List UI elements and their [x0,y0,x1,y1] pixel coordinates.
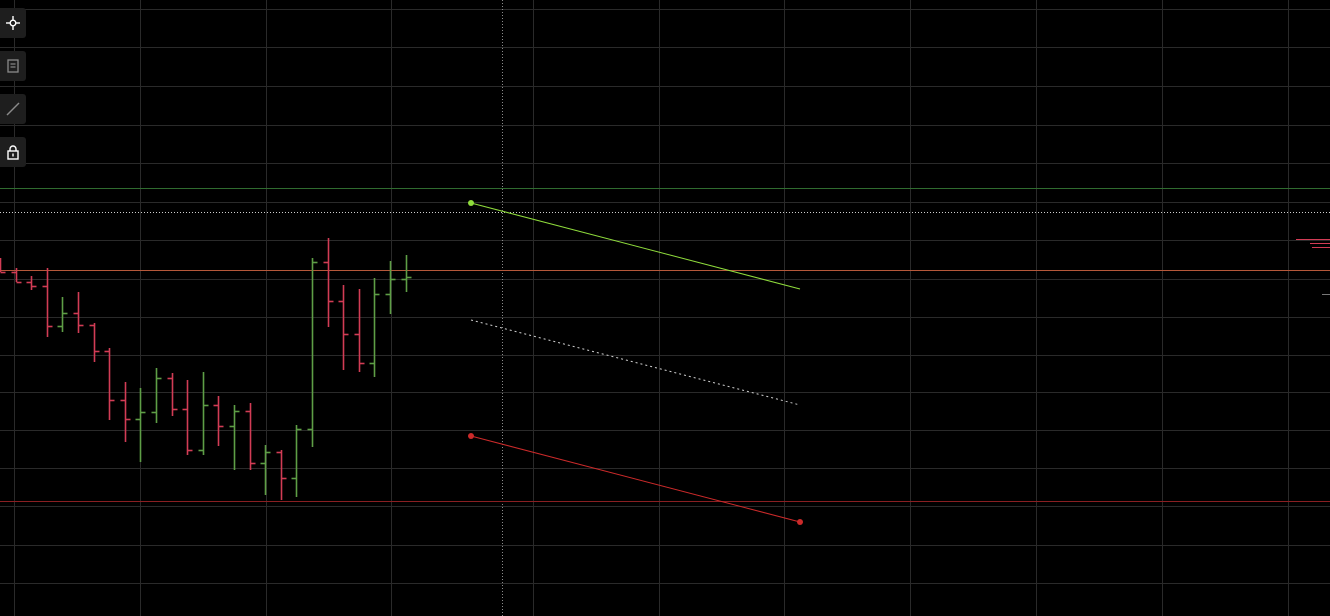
crosshair-tool-button[interactable] [0,8,26,38]
lock-icon [7,145,19,160]
projection-upper-line-start-handle [468,200,474,206]
projection-lower-line [470,435,801,523]
text-note-tool-button[interactable] [0,51,26,81]
crosshair-icon [6,16,20,30]
line-icon [6,102,20,116]
projection-upper-line [470,202,801,290]
projection-middle-line [470,319,801,406]
note-icon [7,59,19,73]
trend-line-tool-button[interactable] [0,94,26,124]
lock-drawings-button[interactable] [0,137,26,167]
projection-lower-line-end-handle [797,519,803,525]
projection-lower-line-start-handle [468,433,474,439]
